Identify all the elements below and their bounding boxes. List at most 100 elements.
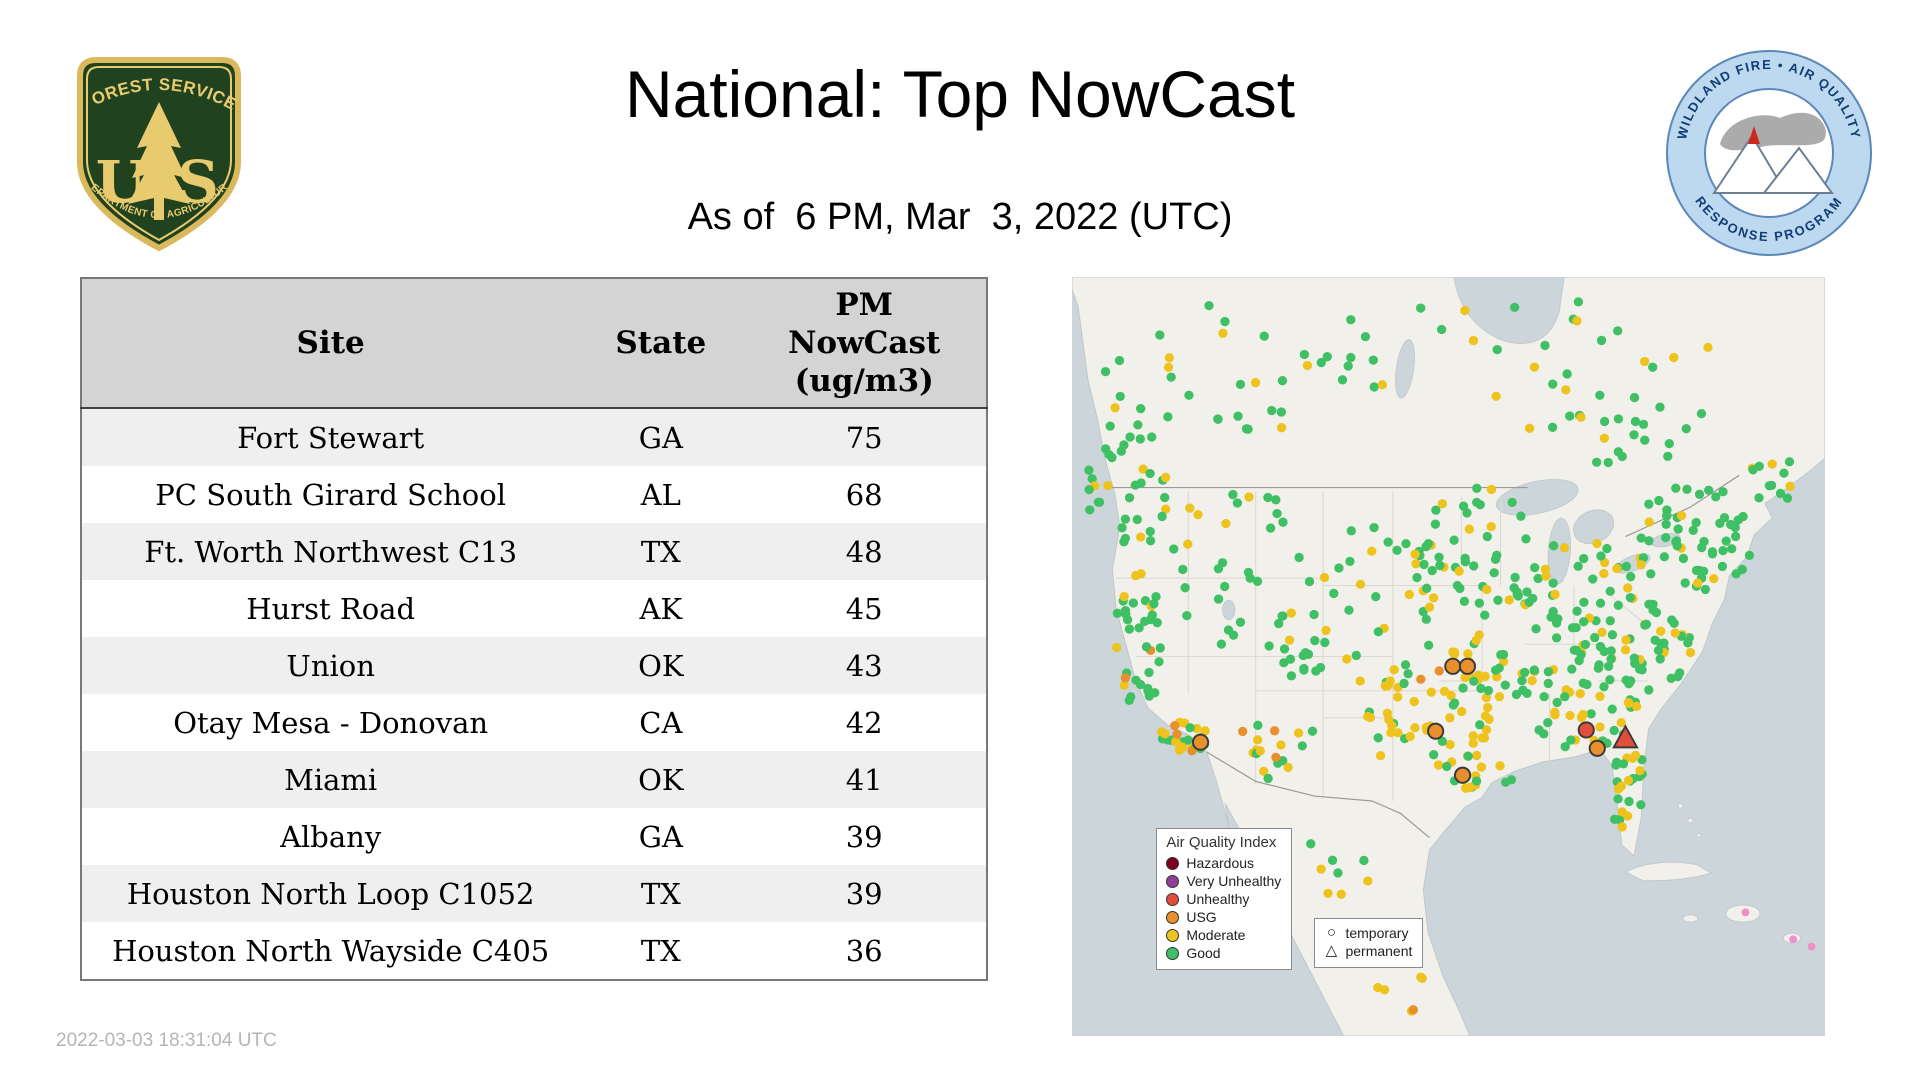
aqi-color-swatch	[1166, 874, 1180, 888]
monitor-dot	[1135, 434, 1145, 444]
table-row: Ft. Worth Northwest C13 TX 48	[81, 523, 987, 580]
monitor-dot	[1419, 559, 1429, 570]
monitor-dot	[1574, 655, 1584, 666]
monitor-dot	[1691, 565, 1702, 576]
monitor-dot	[1464, 524, 1474, 534]
monitor-dot	[1468, 731, 1478, 741]
monitor-dot	[1424, 640, 1434, 650]
monitor-dot	[1218, 328, 1228, 338]
monitor-dot	[1613, 600, 1623, 610]
site-cell: Houston North Loop C1052	[126, 876, 535, 911]
monitor-dot	[1119, 591, 1129, 602]
monitor-dot	[1112, 642, 1122, 653]
monitor-dot	[1271, 495, 1281, 505]
monitor-dot	[1200, 726, 1210, 736]
monitor-dot	[1368, 355, 1378, 365]
monitor-dot	[1468, 738, 1478, 748]
monitor-dot	[1754, 493, 1764, 503]
monitor-dot	[1529, 665, 1539, 675]
monitor-dot	[1400, 660, 1411, 670]
monitor-dot	[1717, 561, 1728, 572]
table-row: Hurst Road AK 45	[81, 580, 987, 637]
monitor-dot	[1709, 573, 1719, 584]
monitor-dot	[1629, 392, 1640, 403]
monitor-dot	[1277, 611, 1287, 621]
monitor-dot	[1693, 578, 1703, 588]
monitor-dot	[1277, 376, 1288, 386]
monitor-dot	[1560, 692, 1570, 702]
monitor-dot	[1271, 752, 1281, 763]
aqi-legend-items: Hazardous Very Unhealthy Unhealthy USG Moder…	[1166, 854, 1281, 962]
monitor-dot	[1346, 352, 1356, 363]
monitor-dot	[1579, 597, 1589, 607]
wf-inner-circle	[1704, 88, 1834, 218]
monitor-dot	[1653, 645, 1664, 656]
monitor-dot	[1346, 526, 1356, 536]
monitor-dot	[1572, 606, 1582, 616]
monitor-dot	[1575, 688, 1585, 699]
column-header-pm-nowcast: PM NowCast (ug/m3)	[742, 278, 987, 409]
table-row: Houston North Loop C1052 TX 39	[81, 865, 987, 922]
monitor-dot	[1595, 722, 1605, 732]
monitor-dot	[1351, 650, 1361, 661]
monitor-dot	[1135, 679, 1146, 690]
monitor-dot	[1533, 573, 1543, 584]
monitor-dot	[1279, 658, 1289, 668]
monitor-dot	[1599, 416, 1610, 427]
monitor-dot	[1490, 665, 1501, 675]
monitor-dot	[1596, 551, 1606, 561]
value-cell: 68	[845, 477, 883, 512]
monitor-dot	[1449, 647, 1460, 657]
table-row: PC South Girard School AL 68	[81, 466, 987, 523]
monitor-dot	[1498, 649, 1509, 660]
monitor-dot	[1703, 342, 1713, 353]
monitor-dot	[1180, 583, 1190, 593]
nowcast-table: Site State PM NowCast (ug/m3) Fort Stewa…	[80, 277, 988, 981]
monitor-dot	[1483, 685, 1494, 696]
monitor-dot	[1319, 572, 1330, 583]
monitor-dot	[1566, 735, 1576, 745]
monitor-dot	[1596, 335, 1607, 346]
monitor-dot	[1130, 480, 1140, 490]
monitor-dot	[1342, 654, 1352, 664]
aqi-legend-label: Hazardous	[1186, 855, 1255, 872]
monitor-dot	[1741, 908, 1750, 917]
monitor-dot	[1518, 685, 1528, 695]
monitor-dot	[1373, 627, 1383, 637]
monitor-dot	[1136, 403, 1146, 414]
monitor-dot	[1469, 676, 1479, 686]
monitor-dot	[1241, 424, 1252, 434]
islands	[1624, 802, 1801, 944]
monitor-dot	[1434, 552, 1444, 562]
monitor-dot	[1149, 599, 1159, 609]
monitor-dot	[1699, 566, 1709, 576]
table-row: Union OK 43	[81, 637, 987, 694]
value-cell: 36	[845, 933, 883, 968]
monitor-dot	[1707, 547, 1718, 557]
monitor-dot	[1463, 649, 1473, 659]
monitor-dot	[1220, 316, 1230, 327]
column-header-site: Site	[81, 278, 580, 409]
monitor-dot	[1297, 741, 1307, 751]
monitor-dot	[1429, 750, 1439, 760]
monitor-dot	[1591, 457, 1602, 467]
monitor-dots-layer	[1084, 297, 1816, 1016]
monitor-dot	[1551, 618, 1562, 628]
monitor-dot	[1321, 625, 1331, 636]
monitor-dot	[1571, 622, 1581, 633]
monitor-dot	[1124, 493, 1135, 503]
monitor-dot	[1437, 499, 1448, 509]
monitor-dot	[1656, 626, 1666, 636]
monitor-dot	[1486, 484, 1497, 495]
monitor-dot	[1609, 725, 1619, 736]
monitor-dot	[1676, 510, 1687, 521]
monitor-dot	[1597, 627, 1607, 637]
monitor-dot	[1474, 630, 1484, 640]
monitor-dot	[1748, 465, 1758, 475]
monitor-dot	[1636, 533, 1646, 543]
monitor-dot	[1172, 729, 1182, 739]
monitor-dot	[1617, 822, 1627, 832]
aqi-legend-item: Good	[1166, 944, 1281, 962]
monitor-dot	[1161, 504, 1171, 514]
temporary-site-marker	[1191, 733, 1210, 751]
